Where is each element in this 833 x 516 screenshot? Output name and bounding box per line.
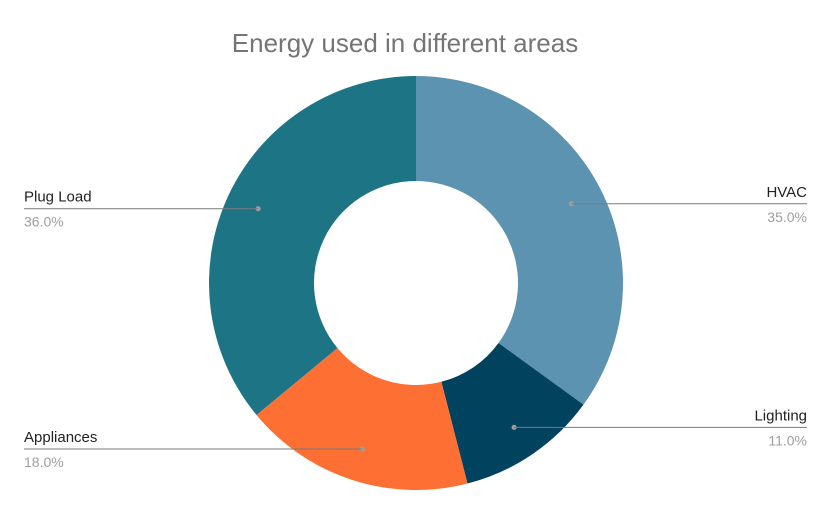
slice-hvac: [416, 76, 623, 405]
slice-label-lighting: Lighting: [754, 407, 807, 424]
slice-value-plug-load: 36.0%: [24, 214, 64, 230]
slices-group: [208, 75, 623, 490]
callouts-group: HVAC 35.0% Lighting 11.0% Appliances 18.0% Plu…: [24, 184, 807, 470]
slice-value-hvac: 35.0%: [767, 209, 807, 225]
slice-label-appliances: Appliances: [24, 429, 97, 446]
slice-appliances: [256, 348, 468, 490]
slice-label-hvac: HVAC: [766, 184, 807, 201]
slice-value-appliances: 18.0%: [24, 454, 64, 470]
chart-title: Energy used in different areas: [232, 28, 578, 58]
slice-lighting: [441, 342, 584, 484]
slice-value-lighting: 11.0%: [768, 432, 807, 448]
slice-plug-load: [208, 75, 416, 415]
slice-label-plug-load: Plug Load: [24, 189, 92, 206]
